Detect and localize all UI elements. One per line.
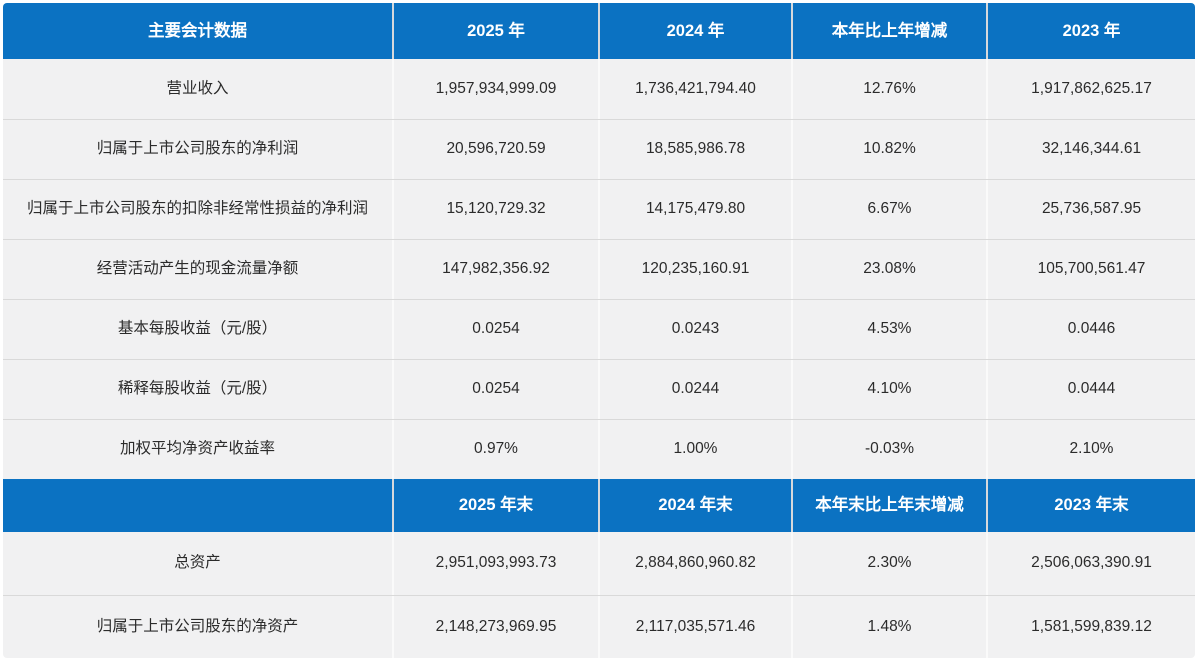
cell-value: 1,581,599,839.12 bbox=[1031, 617, 1152, 635]
header-cell: 主要会计数据 bbox=[3, 3, 394, 59]
cell-value: 14,175,479.80 bbox=[600, 180, 793, 239]
cell-value: 25,736,587.95 bbox=[1041, 200, 1142, 218]
cell-value: 0.97% bbox=[394, 420, 600, 479]
row-label: 归属于上市公司股东的净利润 bbox=[3, 120, 394, 179]
cell-value: 2,951,093,993.73 bbox=[394, 532, 600, 595]
cell-value: 2.10% bbox=[1069, 440, 1114, 458]
cell-value: 147,982,356.92 bbox=[394, 240, 600, 299]
cell-value: 0.0446 bbox=[1067, 320, 1116, 338]
table-row: 总资产 2,951,093,993.73 2,884,860,960.82 2.30%… bbox=[3, 532, 1195, 595]
header-cell: 2025 年末 bbox=[394, 479, 600, 532]
cell-value: 120,235,160.91 bbox=[600, 240, 793, 299]
cell-value: 0.0243 bbox=[600, 300, 793, 359]
row-label: 归属于上市公司股东的扣除非经常性损益的净利润 bbox=[3, 180, 394, 239]
row-label: 加权平均净资产收益率 bbox=[3, 420, 394, 479]
cell-value: 32,146,344.61 bbox=[1041, 140, 1142, 158]
financial-summary-table: 主要会计数据 2025 年 2024 年本年比上年增减 2023 年营业收入 1,957… bbox=[3, 3, 1195, 658]
table-row: 基本每股收益（元/股） 0.0254 0.0243 4.53% 0.0446 bbox=[3, 299, 1195, 359]
cell-value: 2,884,860,960.82 bbox=[600, 532, 793, 595]
cell-value: 0.0254 bbox=[394, 360, 600, 419]
table-row: 归属于上市公司股东的净资产 2,148,273,969.95 2,117,035,5… bbox=[3, 595, 1195, 658]
header-cell-blank bbox=[3, 479, 394, 532]
cell-value: 6.67% bbox=[793, 180, 988, 239]
cell-value: 1.00% bbox=[600, 420, 793, 479]
header-cell: 本年末比上年末增减 bbox=[793, 479, 988, 532]
table-row: 归属于上市公司股东的净利润 20,596,720.59 18,585,986.78 1… bbox=[3, 119, 1195, 179]
cell-value: 1,917,862,625.17 bbox=[1031, 79, 1152, 97]
row-label: 营业收入 bbox=[3, 59, 394, 119]
cell-value: 1,736,421,794.40 bbox=[600, 59, 793, 119]
row-label: 归属于上市公司股东的净资产 bbox=[3, 596, 394, 658]
year-end-figures-header-row: 2025 年末 2024 年末 本年末比上年末增减 2023 年末 bbox=[3, 479, 1195, 532]
header-cell: 2024 年 bbox=[600, 3, 793, 59]
header-cell: 2024 年末 bbox=[600, 479, 793, 532]
cell-value: 1,957,934,999.09 bbox=[394, 59, 600, 119]
cell-value: 2,506,063,390.91 bbox=[1031, 554, 1152, 572]
cell-value: 0.0254 bbox=[394, 300, 600, 359]
row-label: 基本每股收益（元/股） bbox=[3, 300, 394, 359]
cell-value: 15,120,729.32 bbox=[394, 180, 600, 239]
cell-value: 1.48% bbox=[793, 596, 988, 658]
cell-value: 12.76% bbox=[793, 59, 988, 119]
cell-value: 23.08% bbox=[793, 240, 988, 299]
cell-value: 18,585,986.78 bbox=[600, 120, 793, 179]
cell-value: 4.10% bbox=[793, 360, 988, 419]
cell-value: -0.03% bbox=[793, 420, 988, 479]
table-row: 营业收入 1,957,934,999.09 1,736,421,794.40 12.7… bbox=[3, 59, 1195, 119]
cell-value: 0.0244 bbox=[600, 360, 793, 419]
row-label: 稀释每股收益（元/股） bbox=[3, 360, 394, 419]
table-row: 加权平均净资产收益率 0.97% 1.00% -0.03% 2.10% bbox=[3, 419, 1195, 479]
cell-value: 10.82% bbox=[793, 120, 988, 179]
cell-value: 2,117,035,571.46 bbox=[600, 596, 793, 658]
cell-value: 4.53% bbox=[793, 300, 988, 359]
cell-value: 20,596,720.59 bbox=[394, 120, 600, 179]
annual-figures-header-row: 主要会计数据 2025 年 2024 年本年比上年增减 2023 年 bbox=[3, 3, 1195, 59]
table-row: 归属于上市公司股东的扣除非经常性损益的净利润 15,120,729.32 14,17… bbox=[3, 179, 1195, 239]
cell-value: 2.30% bbox=[793, 532, 988, 595]
cell-value: 105,700,561.47 bbox=[1037, 260, 1146, 278]
row-label: 总资产 bbox=[3, 532, 394, 595]
table-row: 经营活动产生的现金流量净额 147,982,356.92 120,235,160.9… bbox=[3, 239, 1195, 299]
table-row: 稀释每股收益（元/股） 0.0254 0.0244 4.10% 0.0444 bbox=[3, 359, 1195, 419]
row-label: 经营活动产生的现金流量净额 bbox=[3, 240, 394, 299]
cell-value: 2,148,273,969.95 bbox=[394, 596, 600, 658]
header-cell: 2023 年末 bbox=[1054, 496, 1129, 515]
header-cell: 2023 年 bbox=[1062, 21, 1121, 40]
header-cell: 2025 年 bbox=[394, 3, 600, 59]
cell-value: 0.0444 bbox=[1067, 380, 1116, 398]
header-cell: 本年比上年增减 bbox=[793, 3, 988, 59]
